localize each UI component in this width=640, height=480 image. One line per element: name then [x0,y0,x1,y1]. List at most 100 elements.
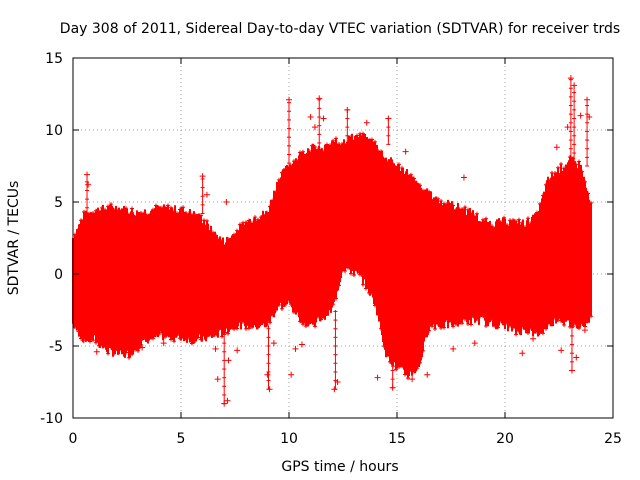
data-point-marker [331,138,335,307]
data-point-marker [418,183,422,365]
data-point-marker [463,205,467,322]
data-point [331,386,338,393]
data-point-marker [154,203,158,338]
data-point-marker [451,203,455,329]
data-point-marker [313,144,317,329]
data-point-marker [574,162,578,327]
data-point-marker [526,216,530,335]
data-point [385,115,392,122]
data-point-marker [556,165,560,323]
y-tick-label: 0 [54,267,63,283]
chart-title: Day 308 of 2011, Sidereal Day-to-day VTE… [60,21,620,37]
data-point [224,397,231,404]
data-point-marker [559,161,563,323]
data-point-marker [235,228,239,331]
x-tick-label: 0 [69,431,78,447]
x-axis-label: GPS time / hours [281,459,398,475]
data-point-marker [160,205,164,335]
data-point-marker [211,230,215,338]
data-point-marker [472,214,476,320]
data-point-marker [334,136,338,301]
data-point [264,371,271,378]
data-point [270,340,277,347]
data-point [76,328,83,335]
data-point-marker [415,181,419,371]
data-point [139,344,146,351]
y-tick-label: 10 [45,123,63,139]
data-point [266,386,273,393]
data-point-marker [436,196,440,326]
data-point [567,75,574,82]
data-point [188,338,195,345]
data-point-marker [199,213,203,342]
data-point-marker [82,209,86,337]
data-point [571,82,578,89]
data-point-marker [241,220,245,324]
data-point-marker [127,212,131,360]
y-tick-label: -10 [40,411,63,427]
data-point [84,171,91,178]
data-point-marker [580,169,584,326]
data-point-marker [397,162,401,369]
data-point [389,384,396,391]
data-point-marker [286,166,290,303]
data-point-marker [109,202,113,350]
data-point-marker [112,207,116,356]
data-point [80,337,87,344]
y-axis-label: SDTVAR / TECUs [6,181,22,296]
y-tick-label: -5 [49,339,63,355]
data-point-marker [535,210,539,334]
data-point [568,367,575,374]
data-point-marker [502,215,506,326]
data-point [402,148,409,155]
data-point-marker [202,218,206,336]
data-point-marker [439,199,443,331]
data-point-marker [91,210,95,343]
x-tick-label: 15 [388,431,406,447]
data-point [581,327,588,334]
data-point [234,347,241,354]
data-point-marker [583,179,587,329]
data-point-marker [337,141,341,288]
data-point [320,115,327,122]
data-point-marker [427,189,431,333]
data-point-marker [256,217,260,330]
data-point-marker [232,232,236,332]
data-point-marker [469,211,473,327]
data-point-marker [139,210,143,347]
data-point-marker [166,203,170,336]
y-tick-label: 15 [45,51,63,67]
data-point-marker [238,222,242,323]
data-point-marker [193,212,197,344]
data-point-marker [421,188,425,353]
data-point-marker [499,220,503,323]
data-point [298,341,305,348]
data-point-marker [361,131,365,287]
data-point-marker [370,137,374,295]
data-point-marker [301,149,305,327]
data-point [586,114,593,121]
data-point-marker [106,204,110,356]
data-point [564,124,571,131]
data-point [344,106,351,113]
data-point [558,347,565,354]
data-point-marker [289,163,293,307]
data-point [288,371,295,378]
data-point [307,114,314,121]
x-tick-label: 20 [496,431,514,447]
data-point [292,345,299,352]
data-point-marker [571,156,575,329]
data-point-marker [124,206,128,355]
data-point [471,340,478,347]
axis-ticks: 0 5 10 15 20 25 -10 -5 0 5 10 15 [40,51,622,447]
data-point [424,371,431,378]
data-point-marker [307,149,311,326]
data-point [85,181,92,188]
data-point-marker [181,205,185,339]
data-point-marker [484,216,488,329]
data-point [223,199,230,205]
data-point-marker [409,172,413,373]
data-point [316,95,323,102]
data-point [374,374,381,381]
data-point-marker [292,159,296,315]
